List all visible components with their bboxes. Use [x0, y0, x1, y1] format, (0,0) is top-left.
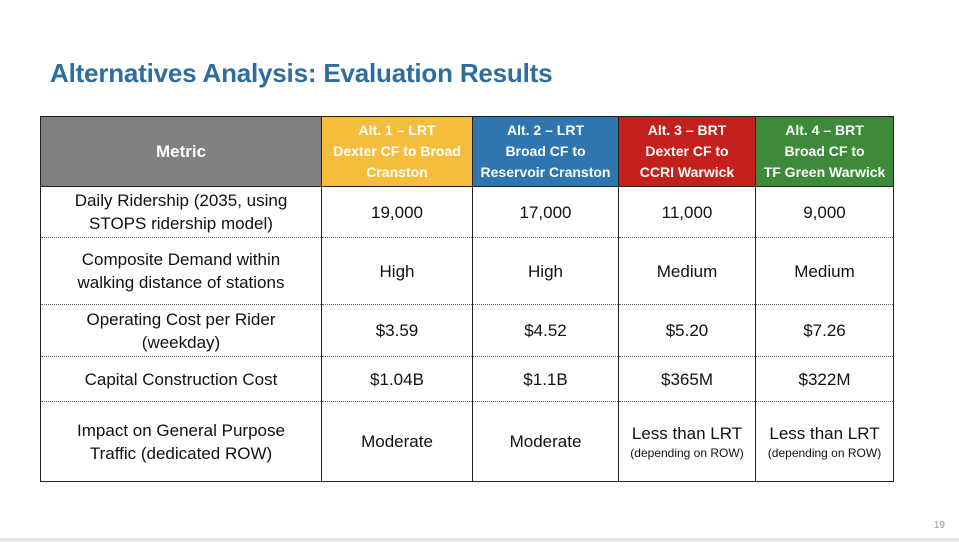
header-line: Cranston	[366, 164, 428, 180]
header-line: Alt. 3 – BRT	[647, 122, 727, 138]
metric-cell: Capital Construction Cost	[40, 356, 322, 402]
table-row: Operating Cost per Rider (weekday) $3.59…	[40, 304, 894, 357]
table-row: Composite Demand within walking distance…	[40, 237, 894, 305]
metric-line: Daily Ridership (2035, using	[74, 191, 288, 210]
value-cell: Less than LRT (depending on ROW)	[618, 401, 756, 482]
table-row: Daily Ridership (2035, using STOPS rider…	[40, 186, 894, 238]
header-line: Alt. 4 – BRT	[785, 122, 864, 138]
value-cell: $365M	[618, 356, 756, 402]
header-alt-1: Alt. 1 – LRT Dexter CF to Broad Cranston	[321, 116, 473, 187]
evaluation-table: Metric Alt. 1 – LRT Dexter CF to Broad C…	[40, 116, 894, 482]
value-cell: 11,000	[618, 186, 756, 238]
metric-line: walking distance of stations	[77, 273, 285, 292]
metric-cell: Composite Demand within walking distance…	[40, 237, 322, 305]
metric-line: Impact on General Purpose	[77, 420, 285, 440]
header-line: Alt. 2 – LRT	[506, 122, 584, 138]
header-line: Dexter CF to	[645, 143, 729, 159]
header-alt-2: Alt. 2 – LRT Broad CF to Reservoir Crans…	[472, 116, 619, 187]
metric-cell: Impact on General Purpose Traffic (dedic…	[40, 401, 322, 482]
value-note: (depending on ROW)	[767, 446, 882, 460]
header-row: Metric Alt. 1 – LRT Dexter CF to Broad C…	[40, 116, 894, 187]
value-cell: 9,000	[755, 186, 894, 238]
slide-title: Alternatives Analysis: Evaluation Result…	[50, 58, 553, 88]
value-cell: Moderate	[472, 401, 619, 482]
metric-cell: Operating Cost per Rider (weekday)	[40, 304, 322, 357]
value-cell: 17,000	[472, 186, 619, 238]
metric-line: Composite Demand within	[81, 250, 281, 269]
value-cell: Medium	[618, 237, 756, 305]
value-cell: $3.59	[321, 304, 473, 357]
metric-line: Traffic (dedicated ROW)	[89, 443, 273, 463]
metric-line: (weekday)	[141, 332, 221, 352]
value-cell: Medium	[755, 237, 894, 305]
metric-line: Capital Construction Cost	[84, 369, 278, 389]
value-cell: $322M	[755, 356, 894, 402]
value-cell: High	[321, 237, 473, 305]
metric-line: Operating Cost per Rider	[86, 309, 276, 329]
table-row: Capital Construction Cost $1.04B $1.1B $…	[40, 356, 894, 402]
metric-cell: Daily Ridership (2035, using STOPS rider…	[40, 186, 322, 238]
value-cell: $5.20	[618, 304, 756, 357]
header-line: Dexter CF to Broad	[333, 143, 461, 159]
header-line: Reservoir Cranston	[480, 164, 611, 180]
header-line: Alt. 1 – LRT	[358, 122, 436, 138]
value-cell: 19,000	[321, 186, 473, 238]
value-text: Less than LRT	[769, 424, 880, 443]
value-cell: $1.1B	[472, 356, 619, 402]
page-number: 19	[933, 520, 945, 531]
value-cell: Less than LRT (depending on ROW)	[755, 401, 894, 482]
value-cell: $1.04B	[321, 356, 473, 402]
header-alt-3: Alt. 3 – BRT Dexter CF to CCRI Warwick	[618, 116, 756, 187]
value-note: (depending on ROW)	[630, 446, 744, 460]
header-line: Metric	[155, 142, 207, 161]
header-line: Broad CF to	[784, 143, 865, 159]
header-line: Broad CF to	[505, 143, 586, 159]
value-text: Less than LRT	[631, 424, 743, 443]
header-line: TF Green Warwick	[763, 164, 886, 180]
value-cell: $7.26	[755, 304, 894, 357]
bottom-divider	[0, 538, 959, 542]
header-alt-4: Alt. 4 – BRT Broad CF to TF Green Warwic…	[755, 116, 894, 187]
header-line: CCRI Warwick	[639, 164, 735, 180]
table-row: Impact on General Purpose Traffic (dedic…	[40, 401, 894, 482]
value-cell: High	[472, 237, 619, 305]
header-metric: Metric	[40, 116, 322, 187]
value-cell: Moderate	[321, 401, 473, 482]
metric-line: STOPS ridership model)	[89, 214, 273, 233]
value-cell: $4.52	[472, 304, 619, 357]
